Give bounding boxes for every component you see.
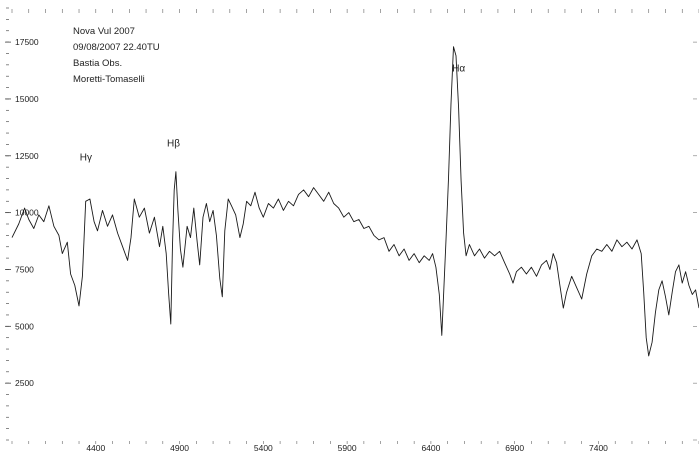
y-tick-label: 10000 [15,208,39,218]
y-tick-label: 17500 [15,37,39,47]
x-tick-label: 6900 [505,443,524,452]
emission-line-label: Hγ [80,152,92,163]
y-axis: 2500 5000 7500 10000 12500 15000 17500 [5,7,697,441]
y-tick-label: 15000 [15,94,39,104]
annotation-line-3: Bastia Obs. [73,58,122,69]
emission-line-label: Hα [452,64,465,75]
x-tick-label: 4400 [86,443,105,452]
annotation-line-4: Moretti-Tomaselli [73,74,145,85]
y-tick-label: 5000 [15,321,34,331]
annotation-line-1: Nova Vul 2007 [73,26,135,37]
x-tick-label: 4900 [170,443,189,452]
x-axis: 4400 4900 5400 5900 6400 6900 7400 [11,9,699,452]
annotation-line-2: 09/08/2007 22.40TU [73,42,160,53]
y-tick-label: 12500 [15,151,39,161]
y-tick-label: 7500 [15,264,34,274]
x-tick-label: 5400 [254,443,273,452]
x-tick-label: 7400 [589,443,608,452]
y-tick-label: 2500 [15,378,34,388]
x-tick-label: 5900 [338,443,357,452]
emission-line-label: Hβ [167,139,180,150]
line-labels: Hγ Hβ Hα [80,64,466,164]
spectrum-series-line [11,46,699,357]
x-tick-label: 6400 [421,443,440,452]
